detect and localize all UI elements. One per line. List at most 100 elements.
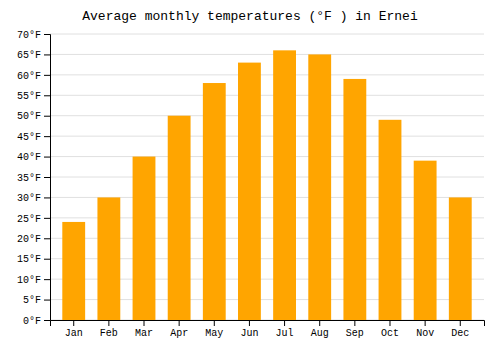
x-tick-label: Feb (100, 328, 118, 339)
y-tick-mark (44, 197, 50, 198)
y-tick-label: 40°F (17, 152, 41, 163)
y-tick-label: 5°F (23, 295, 41, 306)
x-tick-mark (284, 320, 285, 326)
grid-line (50, 156, 484, 157)
bar (238, 63, 261, 320)
x-tick-mark (214, 320, 215, 326)
y-tick-label: 50°F (17, 111, 41, 122)
bar (273, 50, 296, 320)
x-axis: Jan Feb Mar Apr May Jun Jul Aug Sep Oct Nov Dec (51, 320, 485, 339)
chart: Average monthly temperatures (°F ) in Er… (0, 0, 500, 350)
grid-line (50, 54, 484, 55)
x-tick-label: Jul (276, 328, 294, 339)
y-tick-label: 60°F (17, 71, 41, 82)
grid (50, 34, 484, 320)
y-tick-mark (44, 279, 50, 280)
y-tick-label: 20°F (17, 234, 41, 245)
y-tick-mark (44, 259, 50, 260)
grid-line (50, 34, 484, 35)
y-tick-mark (44, 95, 50, 96)
bar (379, 120, 402, 320)
x-tick-mark (389, 320, 390, 326)
x-tick-label: May (205, 328, 223, 339)
y-tick: 30°F (17, 193, 50, 204)
y-tick: 45°F (17, 132, 50, 143)
x-tick: Feb (100, 320, 118, 339)
x-tick: Jul (276, 320, 294, 339)
y-tick-label: 30°F (17, 193, 41, 204)
x-tick: Nov (416, 320, 434, 339)
grid-line (50, 95, 484, 96)
plot: 0°F 5°F 10°F 15°F 20°F 25°F 30°F 35°F 40°F 45°F 50… (17, 30, 485, 339)
y-tick: 50°F (17, 111, 50, 122)
bar (449, 197, 472, 320)
y-tick: 55°F (17, 91, 50, 102)
y-tick-label: 45°F (17, 132, 41, 143)
y-tick: 35°F (17, 173, 50, 184)
y-tick-mark (44, 54, 50, 55)
y-tick-mark (44, 300, 50, 301)
y-tick-mark (44, 116, 50, 117)
y-tick-mark (44, 218, 50, 219)
grid-line (50, 115, 484, 116)
y-tick: 70°F (17, 30, 50, 41)
x-tick: Aug (311, 320, 329, 339)
x-axis-line (51, 321, 485, 327)
x-tick: Mar (135, 320, 153, 339)
y-tick-mark (44, 136, 50, 137)
x-tick: Dec (451, 320, 469, 339)
y-tick: 65°F (17, 50, 50, 61)
x-tick-mark (319, 320, 320, 326)
x-tick: May (205, 320, 223, 339)
x-tick: Jun (240, 320, 258, 339)
y-tick-mark (44, 75, 50, 76)
x-tick: Apr (170, 320, 188, 339)
x-tick-mark (144, 320, 145, 326)
x-tick-label: Jun (240, 328, 258, 339)
bar (133, 157, 156, 320)
x-tick-mark (460, 320, 461, 326)
x-tick-mark (108, 320, 109, 326)
x-tick-mark (179, 320, 180, 326)
y-tick: 0°F (23, 316, 50, 327)
x-tick-label: Sep (346, 328, 364, 339)
y-tick-mark (44, 238, 50, 239)
title: Average monthly temperatures (°F ) in Er… (82, 9, 418, 24)
x-tick-label: Apr (170, 328, 188, 339)
x-tick-mark (73, 320, 74, 326)
bar (343, 79, 366, 320)
x-tick: Oct (381, 320, 399, 339)
x-tick-mark (249, 320, 250, 326)
y-axis-line (44, 35, 51, 321)
y-tick-mark (44, 34, 50, 35)
bar (414, 161, 437, 320)
y-tick-label: 35°F (17, 173, 41, 184)
y-tick-label: 65°F (17, 50, 41, 61)
grid-line (50, 136, 484, 137)
x-tick-label: Dec (451, 328, 469, 339)
x-tick-label: Oct (381, 328, 399, 339)
y-tick: 20°F (17, 234, 50, 245)
y-tick-label: 10°F (17, 275, 41, 286)
y-tick: 40°F (17, 152, 50, 163)
y-tick: 15°F (17, 254, 50, 265)
x-tick-label: Nov (416, 328, 434, 339)
bar (308, 54, 331, 320)
bar (203, 83, 226, 320)
y-tick-mark (44, 177, 50, 178)
x-tick: Jan (65, 320, 83, 339)
x-tick-label: Jan (65, 328, 83, 339)
y-tick-label: 70°F (17, 30, 41, 41)
x-tick-label: Mar (135, 328, 153, 339)
y-tick: 60°F (17, 71, 50, 82)
y-tick-label: 25°F (17, 214, 41, 225)
bar (168, 116, 191, 320)
y-axis: 0°F 5°F 10°F 15°F 20°F 25°F 30°F 35°F 40°F 45°F 50… (17, 30, 51, 327)
y-tick: 10°F (17, 275, 50, 286)
y-tick-mark (44, 157, 50, 158)
bars (62, 50, 471, 320)
x-tick-mark (354, 320, 355, 326)
grid-line (50, 74, 484, 75)
y-tick-mark (44, 320, 50, 321)
y-tick: 25°F (17, 214, 50, 225)
